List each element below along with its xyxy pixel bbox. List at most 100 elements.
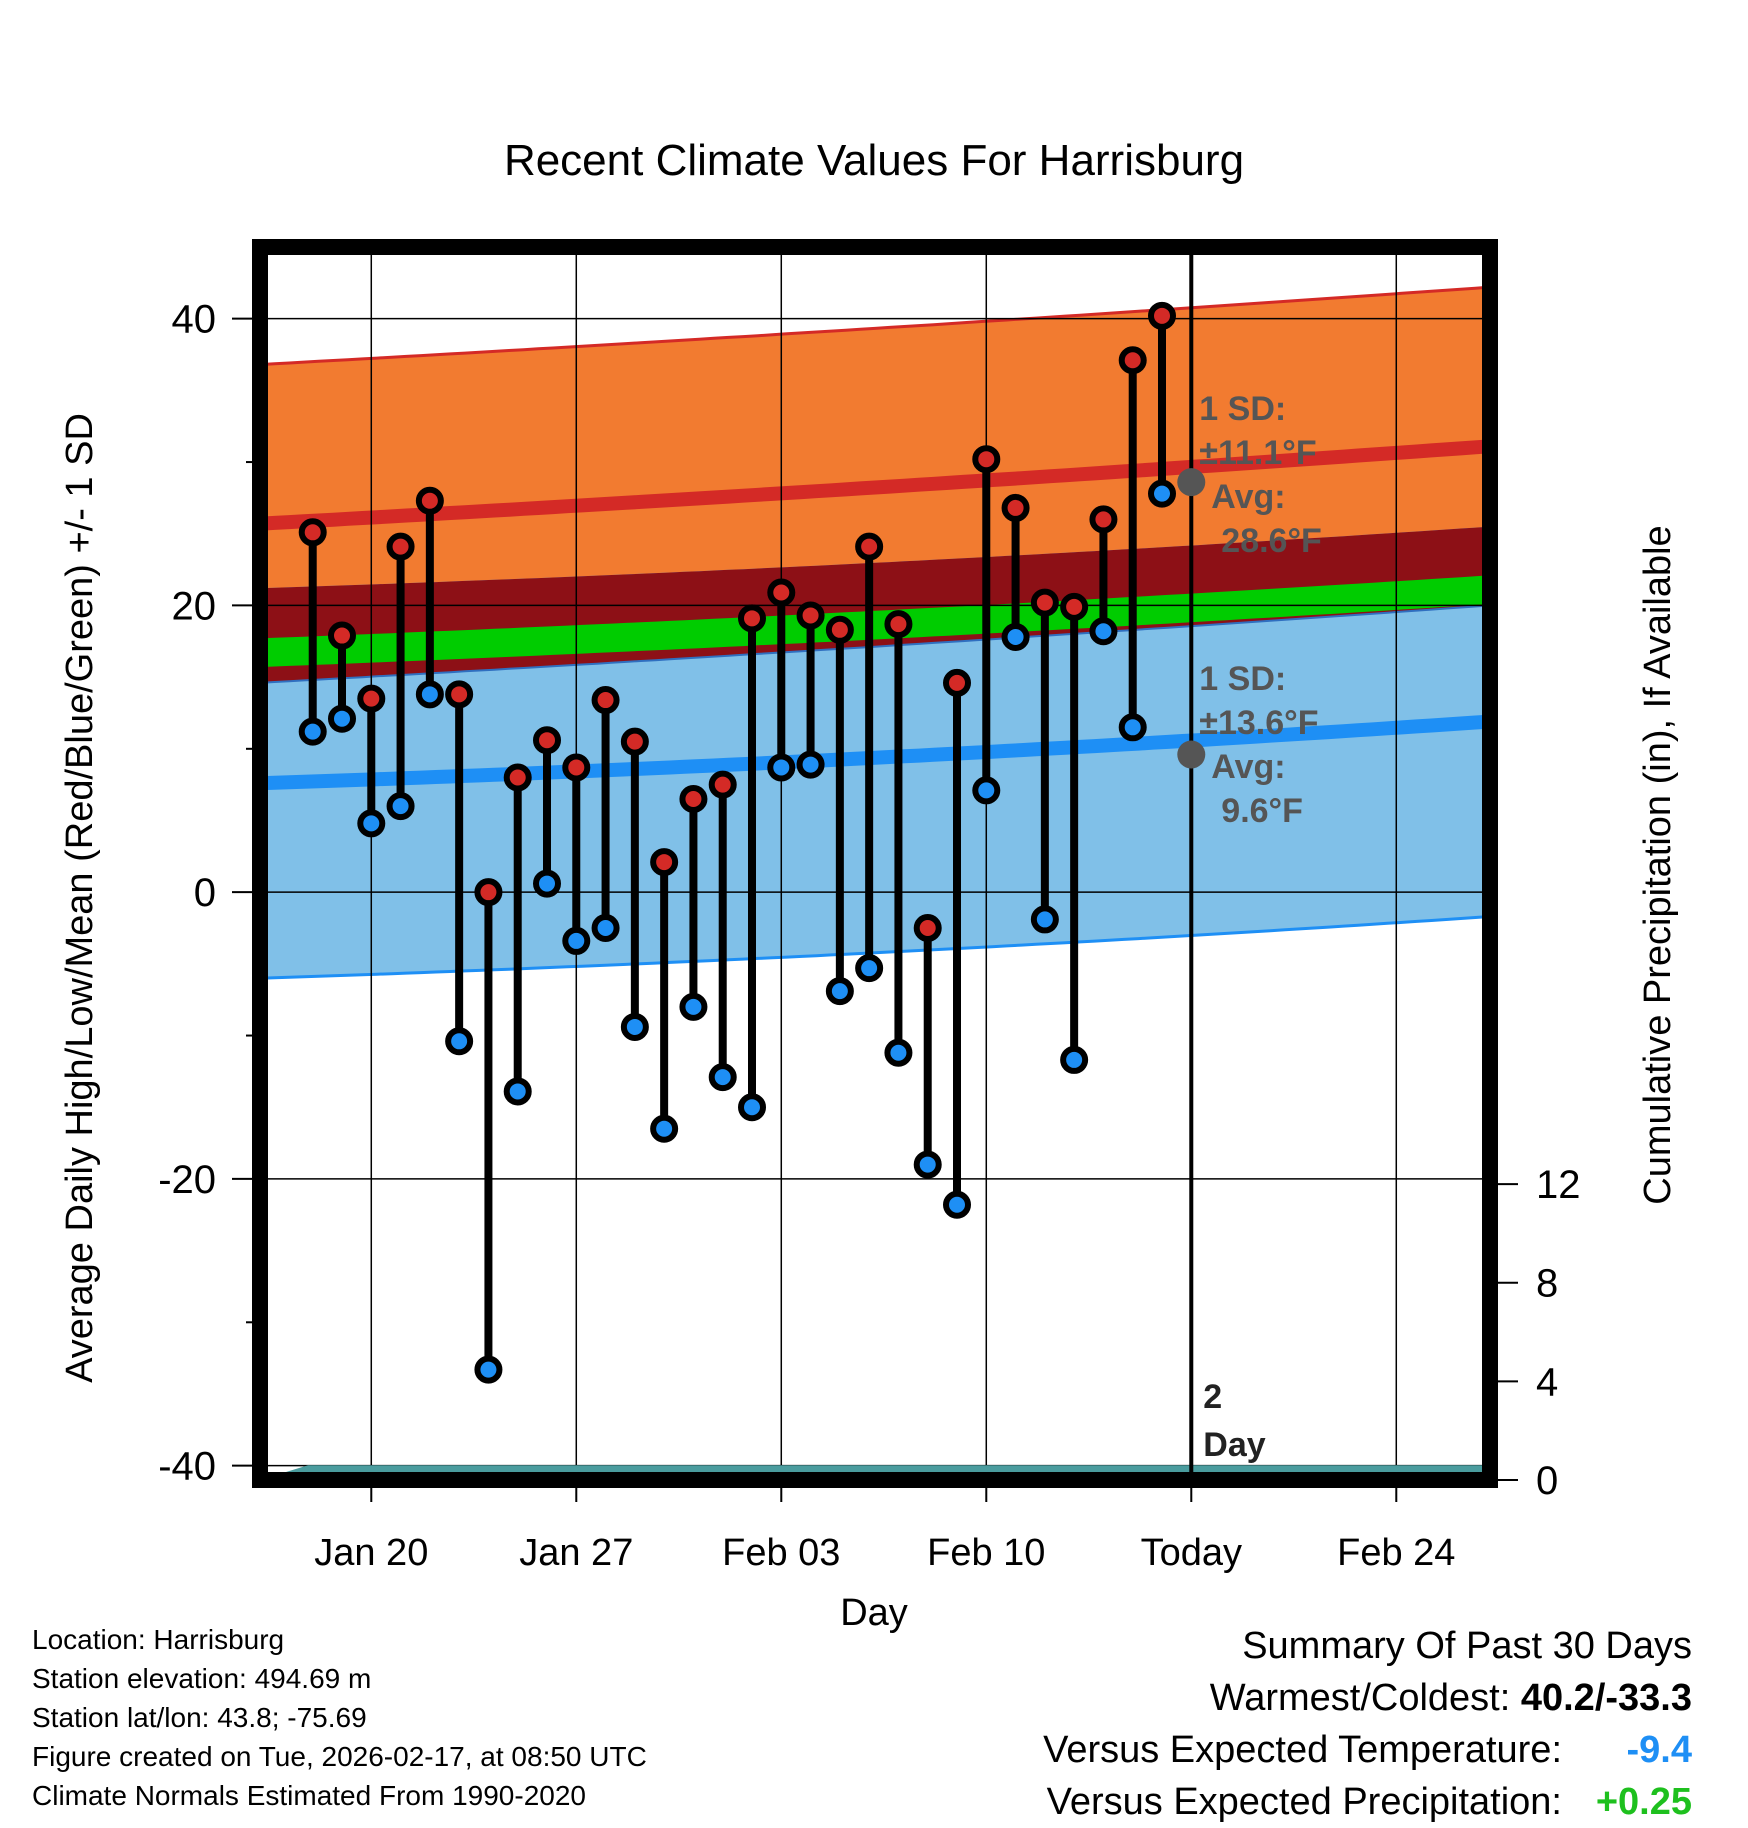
- daily-high-point: [591, 686, 620, 715]
- low-annotation-line4: 9.6°F: [1221, 792, 1303, 830]
- high-sd-lower-line: [259, 604, 1491, 684]
- daily-low-point: [503, 1077, 532, 1106]
- daily-high-point: [1148, 301, 1176, 330]
- low-sd-lower-line: [259, 915, 1491, 980]
- daily-high-point: [855, 532, 884, 561]
- daily-low-point: [1118, 713, 1147, 742]
- x-tick-label: Today: [1141, 1532, 1242, 1574]
- daily-low-point: [884, 1038, 913, 1067]
- elevation-text: Station elevation: 494.69 m: [32, 1663, 372, 1694]
- warm-cold-label: Warmest/Coldest:: [1209, 1677, 1521, 1719]
- daily-high-point: [620, 727, 649, 756]
- daily-low-point: [562, 926, 591, 955]
- daily-high-point: [825, 615, 854, 644]
- daily-high-point: [386, 532, 415, 561]
- x-tick-label: Feb 10: [927, 1532, 1045, 1574]
- y-axis-label: Average Daily High/Low/Mean (Red/Blue/Gr…: [59, 413, 101, 1383]
- daily-low-point: [533, 869, 561, 898]
- low-annotation-line2: ±13.6°F: [1199, 704, 1318, 742]
- summary-title: Summary Of Past 30 Days: [1242, 1625, 1692, 1667]
- precip-label: Versus Expected Precipitation:: [1046, 1781, 1562, 1823]
- daily-low-point: [328, 704, 356, 733]
- daily-high-point: [328, 621, 356, 650]
- plot-area: 2 Day 1 SD: ±11.1°F Avg: 28.6°F 1 SD: ±13.6°F Av…: [158, 239, 1581, 1574]
- daily-low-point: [825, 977, 854, 1006]
- daily-high-point: [415, 486, 444, 515]
- y-tick-label: -40: [158, 1445, 216, 1489]
- daily-low-point: [1148, 479, 1176, 508]
- daily-high-point: [738, 604, 766, 633]
- daily-low-point: [767, 753, 796, 782]
- low-annotation-line3: Avg:: [1211, 748, 1285, 786]
- x-tick-label: Jan 20: [314, 1532, 428, 1574]
- daily-high-point: [503, 763, 532, 792]
- daily-low-point: [708, 1063, 737, 1092]
- daily-low-point: [738, 1093, 766, 1122]
- daily-low-point: [591, 914, 620, 943]
- y2-tick-label: 8: [1536, 1262, 1558, 1306]
- temp-label: Versus Expected Temperature:: [1043, 1729, 1562, 1771]
- daily-high-point: [679, 784, 708, 813]
- daily-low-point: [796, 750, 825, 779]
- latlon-text: Station lat/lon: 43.8; -75.69: [32, 1702, 367, 1733]
- warm-cold-value: 40.2/-33.3: [1520, 1677, 1692, 1719]
- normal-low-today-marker: [1177, 740, 1206, 769]
- x-tick-label: Jan 27: [519, 1532, 633, 1574]
- daily-high-point: [474, 878, 503, 907]
- plot-frame: [252, 239, 1498, 1488]
- precip-value: +0.25: [1595, 1781, 1692, 1823]
- daily-high-point: [1001, 493, 1030, 522]
- normal-low-line: [259, 714, 1491, 791]
- today-label-unit: Day: [1203, 1426, 1265, 1464]
- normals-text: Climate Normals Estimated From 1990-2020: [32, 1780, 586, 1811]
- y-tick-label: 40: [172, 298, 217, 342]
- precip-row: Versus Expected Precipitation: +0.25: [1043, 1776, 1692, 1828]
- y2-tick-label: 12: [1536, 1163, 1581, 1207]
- y2-axis-label: Cumulative Precipitation (in), If Availa…: [1637, 525, 1679, 1204]
- daily-low-point: [445, 1027, 474, 1056]
- chart-title: Recent Climate Values For Harrisburg: [504, 136, 1244, 185]
- y-tick-label: 20: [172, 584, 217, 628]
- daily-low-point: [1030, 905, 1059, 934]
- daily-high-point: [533, 726, 561, 755]
- low-annotation-line1: 1 SD:: [1199, 660, 1286, 698]
- daily-high-point: [445, 680, 474, 709]
- daily-high-point: [357, 684, 386, 713]
- daily-high-point: [913, 914, 942, 943]
- daily-high-point: [884, 610, 913, 639]
- daily-low-point: [1060, 1045, 1089, 1074]
- daily-high-point: [650, 848, 679, 877]
- daily-low-point: [474, 1355, 503, 1384]
- daily-low-point: [913, 1150, 942, 1179]
- normal-high-line: [259, 439, 1491, 531]
- daily-low-point: [972, 776, 1001, 805]
- daily-high-point: [943, 668, 971, 697]
- daily-low-point: [1001, 622, 1030, 651]
- high-annotation-line1: 1 SD:: [1199, 390, 1286, 428]
- daily-low-point: [620, 1012, 649, 1041]
- high-sd-upper-line: [259, 285, 1491, 367]
- created-text: Figure created on Tue, 2026-02-17, at 08…: [32, 1741, 647, 1772]
- daily-low-point: [679, 992, 708, 1021]
- summary-panel: Summary Of Past 30 Days Warmest/Coldest:…: [1043, 1620, 1692, 1828]
- daily-high-point: [767, 578, 796, 607]
- daily-low-point: [943, 1190, 971, 1219]
- location-text: Location: Harrisburg: [32, 1624, 285, 1655]
- daily-low-point: [855, 954, 884, 983]
- daily-high-point: [1118, 346, 1147, 375]
- daily-high-point: [1060, 592, 1089, 621]
- x-tick-label: Feb 24: [1337, 1532, 1455, 1574]
- temp-row: Versus Expected Temperature: -9.4: [1043, 1724, 1692, 1776]
- daily-high-point: [1030, 588, 1059, 617]
- x-tick-label: Feb 03: [722, 1532, 840, 1574]
- daily-low-point: [1089, 617, 1118, 646]
- temp-value: -9.4: [1626, 1729, 1692, 1771]
- high-annotation-line2: ±11.1°F: [1199, 434, 1316, 472]
- high-annotation-line4: 28.6°F: [1221, 522, 1322, 560]
- daily-low-point: [386, 792, 415, 821]
- daily-high-point: [562, 753, 591, 782]
- daily-low-point: [415, 680, 444, 709]
- station-info: Location: Harrisburg Station elevation: …: [32, 1620, 647, 1815]
- y-tick-label: -20: [158, 1158, 216, 1202]
